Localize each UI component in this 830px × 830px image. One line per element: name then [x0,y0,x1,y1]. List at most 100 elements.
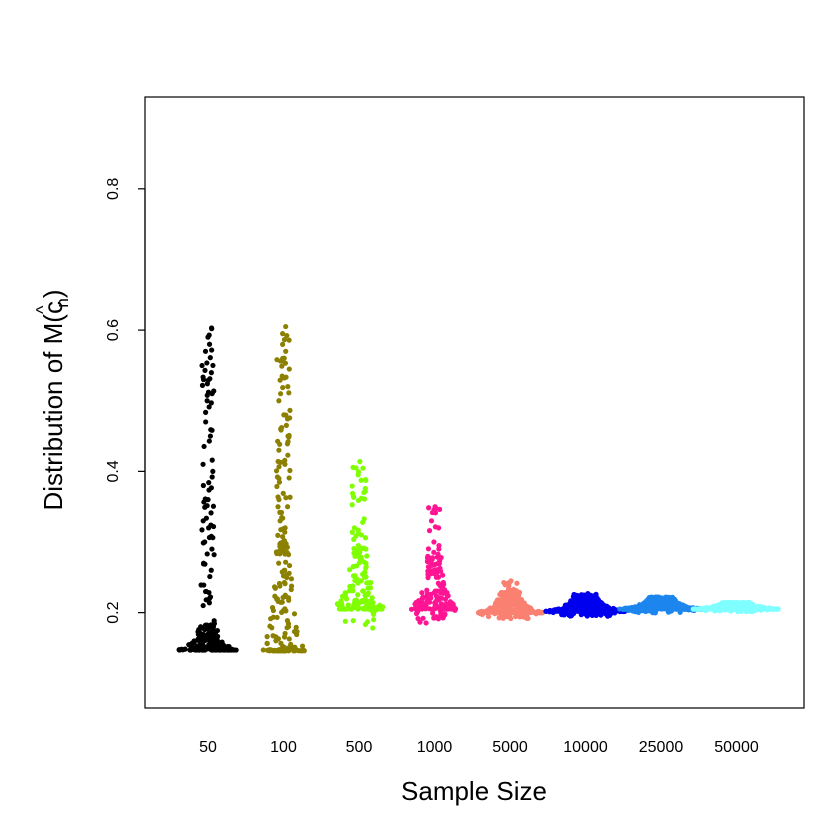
data-point [658,605,664,612]
data-point [432,604,438,610]
data-point [369,595,375,601]
data-point [203,588,209,595]
data-point [432,504,438,510]
data-point [559,607,565,613]
data-point [351,525,357,531]
data-point [512,592,518,598]
data-point [516,598,522,604]
data-point [580,594,587,600]
data-point [200,518,206,524]
data-point [711,603,717,609]
data-point [632,604,638,610]
data-point [277,583,283,589]
data-point [260,647,266,653]
data-point [282,648,288,654]
x-tick-label: 25000 [639,739,684,756]
data-point [692,606,698,612]
data-point [350,583,356,589]
data-point [479,611,486,617]
data-point [202,539,208,545]
data-point [285,384,291,390]
data-point [203,419,209,425]
series-50000 [690,600,781,615]
data-point [360,588,366,594]
data-point [342,618,348,624]
data-point [201,582,207,588]
data-point [681,606,688,612]
data-point [337,605,344,612]
data-point [639,608,645,614]
data-point [426,570,432,576]
data-point [715,606,721,612]
data-point [214,633,221,640]
data-point [200,461,206,467]
data-point [665,609,672,615]
data-point [755,606,762,612]
data-point [610,608,617,614]
data-point [204,392,210,398]
data-point [358,495,365,501]
data-point [417,606,423,612]
data-point [496,615,502,621]
data-point [606,605,612,611]
data-point [504,600,510,607]
data-point [438,604,445,610]
data-point [775,606,781,612]
data-point [523,615,530,621]
data-point [283,323,289,330]
data-point [276,560,282,566]
data-point [189,646,196,652]
data-point [355,472,361,478]
data-point [209,347,215,353]
data-point [345,606,351,612]
data-point [353,563,360,569]
data-point [211,618,217,624]
data-point [637,603,643,609]
y-tick-label: 0.4 [105,460,122,482]
data-point [366,599,372,606]
data-point [278,640,284,646]
data-point [485,613,492,620]
data-point [339,593,346,599]
data-point [374,604,380,610]
data-point [279,373,285,379]
data-point [282,567,288,573]
data-point [198,624,204,630]
data-point [748,601,754,607]
data-point [264,640,270,647]
data-point [363,546,369,552]
data-point [598,600,604,606]
data-point [208,370,214,376]
data-point [205,377,211,384]
data-point [206,480,212,486]
y-axis-title-hat: ^ [33,305,53,314]
data-point [362,570,368,576]
series-5000 [475,578,546,622]
data-point [282,525,288,531]
data-point [361,489,367,496]
data-point [206,525,212,531]
data-point [204,635,210,641]
data-point [442,612,448,618]
data-point [424,597,430,604]
data-point [299,643,306,649]
data-point [435,580,441,586]
data-point [209,427,215,433]
data-point [567,600,574,606]
data-point [276,475,282,482]
data-point [286,390,292,396]
data-point [207,573,213,580]
data-point [210,535,216,541]
data-point [362,485,368,492]
data-point [428,560,434,566]
data-point [431,549,437,555]
data-point [203,409,209,415]
data-point [434,588,440,594]
data-point [280,355,286,361]
y-axis-title: Distribution of M(c^n) [33,289,72,510]
data-point [447,599,453,605]
data-point [286,337,292,343]
y-axis-title-prefix: Distribution of M( [38,314,68,511]
data-point [572,600,578,606]
